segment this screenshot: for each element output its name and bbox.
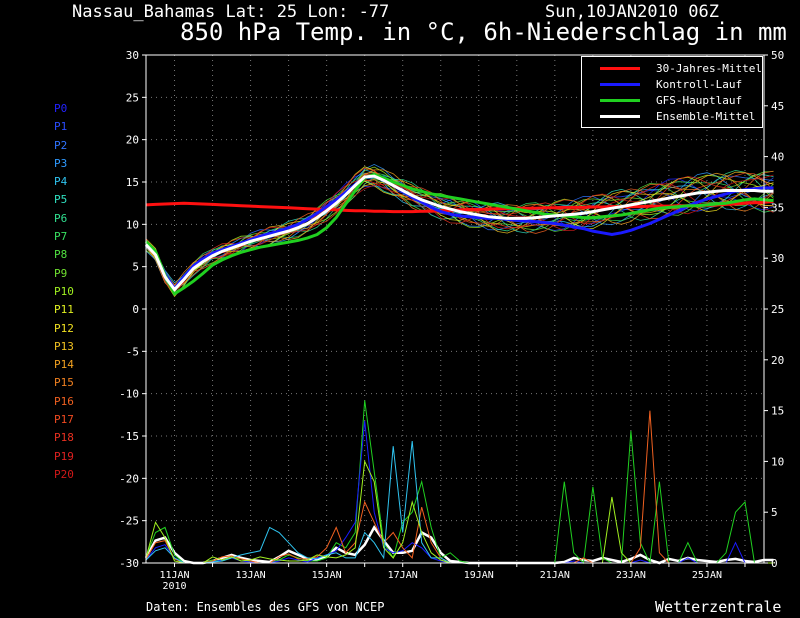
right-tick-label: 25 xyxy=(771,303,784,316)
x-tick-label: 25JAN xyxy=(692,570,722,581)
precip-line xyxy=(145,410,774,564)
x-tick-label: 17JAN xyxy=(388,570,418,581)
member-label-p10: P10 xyxy=(54,284,74,298)
precip-line xyxy=(145,400,774,565)
left-tick-label: 25 xyxy=(126,91,139,104)
member-list: P0 P1 P2 P3 P4 P5 P6 P7 P8 P9 P10 P11 P12 P13 P14 P15 P1… xyxy=(54,100,74,484)
brand-label: Wetterzentrale xyxy=(655,598,782,616)
member-label-p11: P11 xyxy=(54,303,74,317)
right-tick-label: 30 xyxy=(771,252,784,265)
right-tick-label: 40 xyxy=(771,151,784,164)
x-tick-label: 11JAN xyxy=(159,570,189,581)
legend-item-ensemble-mean: Ensemble-Mittel xyxy=(582,109,762,125)
left-tick-label: 15 xyxy=(126,176,139,189)
ensemble-member-temp-line xyxy=(145,163,774,287)
member-label-p5: P5 xyxy=(54,193,68,207)
right-tick-label: 35 xyxy=(771,201,784,214)
x-tick-label: 15JAN xyxy=(312,570,342,581)
left-tick-label: -20 xyxy=(119,472,139,485)
right-tick-label: 50 xyxy=(771,49,784,62)
left-tick-label: 20 xyxy=(126,134,139,147)
x-tick-label: 23JAN xyxy=(616,570,646,581)
x-tick-label: 21JAN xyxy=(540,570,570,581)
data-source-label: Daten: Ensembles des GFS von NCEP xyxy=(146,600,385,614)
run-date-label: Sun,10JAN2010 06Z xyxy=(545,2,719,22)
legend-swatch xyxy=(600,83,640,86)
precipitation-lines xyxy=(144,400,774,565)
legend: 30-Jahres-Mittel Kontroll-Lauf GFS-Haupt… xyxy=(581,56,763,128)
left-tick-label: 0 xyxy=(132,303,139,316)
member-label-p2: P2 xyxy=(54,138,68,152)
right-tick-label: 0 xyxy=(771,557,778,570)
x-tick-label: 13JAN xyxy=(236,570,266,581)
left-tick-label: -25 xyxy=(119,515,139,528)
member-label-p14: P14 xyxy=(54,358,74,372)
legend-item-gfs-main-run: GFS-Hauptlauf xyxy=(582,93,762,109)
right-tick-label: 5 xyxy=(771,506,778,519)
left-tick-label: 30 xyxy=(126,49,139,62)
member-label-p9: P9 xyxy=(54,266,68,280)
member-label-p6: P6 xyxy=(54,211,68,225)
legend-label: 30-Jahres-Mittel xyxy=(656,62,762,75)
legend-swatch xyxy=(600,115,640,118)
member-label-p20: P20 xyxy=(54,467,74,481)
ensemble-member-temp-line xyxy=(145,179,774,289)
ensemble-member-temp-line xyxy=(145,175,774,294)
legend-label: Kontroll-Lauf xyxy=(656,78,743,91)
member-label-p4: P4 xyxy=(54,175,68,189)
member-label-p8: P8 xyxy=(54,248,68,262)
precip-line xyxy=(145,420,774,564)
ensemble-member-temp-line xyxy=(145,166,774,286)
left-tick-label: -30 xyxy=(119,557,139,570)
left-tick-label: -5 xyxy=(126,345,139,358)
legend-label: GFS-Hauptlauf xyxy=(656,94,743,107)
right-tick-label: 20 xyxy=(771,354,784,367)
temp-line xyxy=(144,174,774,292)
temperature-lines xyxy=(144,163,774,298)
x-tick-year-label: 2010 xyxy=(162,581,186,592)
legend-item-control-run: Kontroll-Lauf xyxy=(582,77,762,93)
member-label-p15: P15 xyxy=(54,376,74,390)
left-tick-label: 10 xyxy=(126,218,139,231)
left-tick-label: -10 xyxy=(119,388,139,401)
member-label-p1: P1 xyxy=(54,120,68,134)
member-label-p17: P17 xyxy=(54,413,74,427)
ensemble-member-temp-line xyxy=(145,167,774,291)
right-tick-label: 10 xyxy=(771,455,784,468)
temp-line xyxy=(144,174,774,292)
ensemble-member-temp-line xyxy=(145,174,774,295)
ensemble-member-temp-line xyxy=(145,166,774,288)
member-label-p19: P19 xyxy=(54,449,74,463)
precip-line xyxy=(145,459,774,564)
left-tick-label: -15 xyxy=(119,430,139,443)
member-label-p12: P12 xyxy=(54,321,74,335)
location-label: Nassau_Bahamas Lat: 25 Lon: -77 xyxy=(72,2,390,22)
x-tick-label: 19JAN xyxy=(464,570,494,581)
right-tick-label: 45 xyxy=(771,100,784,113)
legend-item-30-year-mean: 30-Jahres-Mittel xyxy=(582,61,762,77)
member-label-p7: P7 xyxy=(54,230,68,244)
legend-swatch xyxy=(600,99,640,102)
precip-line xyxy=(144,525,774,565)
grid xyxy=(146,55,764,563)
member-label-p13: P13 xyxy=(54,339,74,353)
ensemble-member-temp-line xyxy=(145,174,774,291)
legend-label: Ensemble-Mittel xyxy=(656,110,756,123)
left-tick-label: 5 xyxy=(132,261,139,274)
left-axis: 30 25 20 15 10 5 0 -5 -10 -15 -20 -25 -30 xyxy=(119,49,146,570)
chart-title: 850 hPa Temp. in °C, 6h-Niederschlag in … xyxy=(180,18,787,46)
right-tick-label: 15 xyxy=(771,405,784,418)
precip-line xyxy=(145,441,774,564)
member-label-p3: P3 xyxy=(54,156,68,170)
member-label-p16: P16 xyxy=(54,394,74,408)
member-label-p18: P18 xyxy=(54,431,74,445)
legend-swatch xyxy=(600,67,640,70)
ensemble-member-temp-line xyxy=(145,172,774,291)
ensemble-member-temp-line xyxy=(145,169,774,284)
member-label-p0: P0 xyxy=(54,102,68,115)
temp-line xyxy=(144,172,774,296)
